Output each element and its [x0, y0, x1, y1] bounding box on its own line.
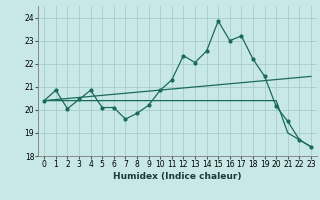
X-axis label: Humidex (Indice chaleur): Humidex (Indice chaleur) [113, 172, 242, 181]
